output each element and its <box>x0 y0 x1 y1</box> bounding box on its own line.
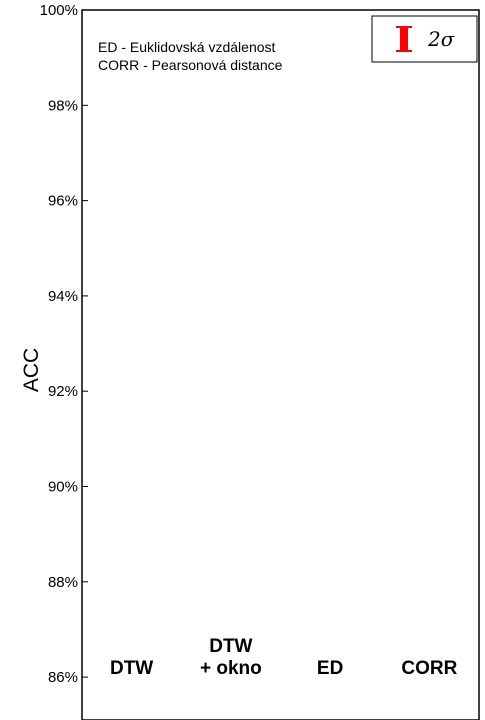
y-tick-label: 96% <box>48 193 78 210</box>
y-tick-label: 94% <box>48 288 78 305</box>
y-tick-label: 88% <box>48 574 78 591</box>
y-tick-label: 92% <box>48 383 78 400</box>
category-label-0-0: DTW <box>110 658 153 679</box>
note-corr: CORR - Pearsonová distance <box>98 57 283 73</box>
category-label-3-0: CORR <box>401 658 457 679</box>
notes-layer: ED - Euklidovská vzdálenost CORR - Pears… <box>98 39 283 73</box>
y-tick-label: 86% <box>48 669 78 686</box>
y-tick-label: 90% <box>48 479 78 496</box>
y-axis-label: ACC <box>20 348 43 392</box>
axes-layer <box>81 9 480 720</box>
category-label-2-0: ED <box>317 658 343 679</box>
legend: 2σ <box>371 15 478 63</box>
legend-label: 2σ <box>427 27 456 51</box>
category-label-1-1: + okno <box>200 658 262 679</box>
y-tick-label: 100% <box>40 2 78 19</box>
legend-box <box>371 15 478 63</box>
category-label-1-0: DTW <box>209 636 252 657</box>
note-ed: ED - Euklidovská vzdálenost <box>98 39 276 55</box>
y-axis-title: ACC <box>20 348 43 392</box>
plot-frame <box>81 9 480 720</box>
y-tick-label: 98% <box>48 97 78 114</box>
legend-error-icon <box>396 26 412 52</box>
